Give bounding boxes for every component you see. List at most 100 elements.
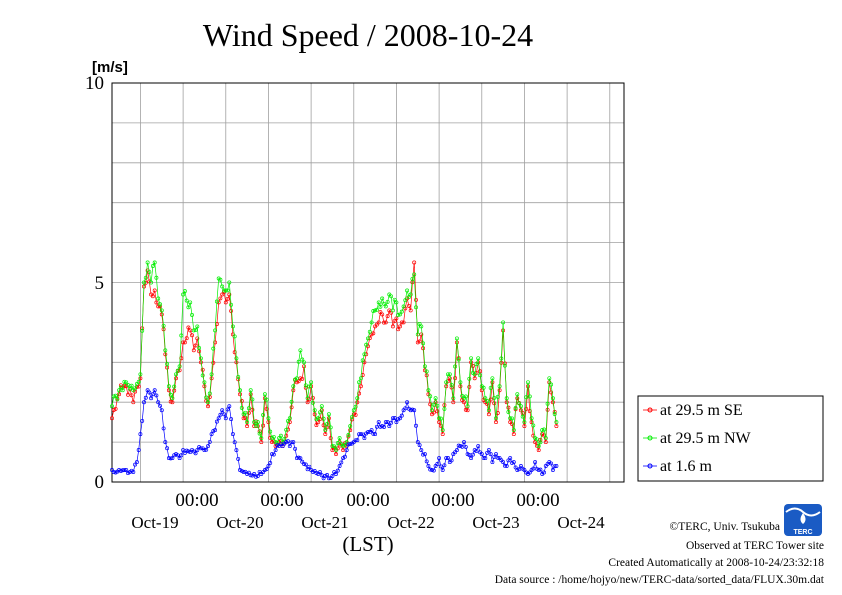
data-point xyxy=(476,444,481,449)
data-point xyxy=(492,395,497,400)
data-point xyxy=(531,423,536,428)
data-point xyxy=(316,416,321,421)
data-point xyxy=(113,393,118,398)
data-point xyxy=(479,452,484,457)
data-point xyxy=(538,467,543,472)
data-point xyxy=(371,309,376,313)
data-point xyxy=(248,473,253,478)
data-point xyxy=(549,390,554,395)
data-point xyxy=(348,424,353,429)
data-point xyxy=(442,463,447,468)
data-point xyxy=(510,460,514,465)
data-point xyxy=(529,416,534,421)
data-point xyxy=(383,420,388,425)
data-point xyxy=(270,452,274,457)
data-point xyxy=(435,462,440,466)
series-2 xyxy=(110,388,559,481)
y-axis-unit: [m/s] xyxy=(92,59,128,76)
grid-lines xyxy=(112,83,624,482)
data-point xyxy=(529,420,534,425)
data-point xyxy=(136,384,141,389)
data-point xyxy=(110,404,114,409)
data-point xyxy=(435,403,440,408)
data-point xyxy=(399,309,404,314)
data-point xyxy=(286,439,290,444)
data-point xyxy=(398,324,402,329)
data-point xyxy=(195,336,200,341)
data-point xyxy=(138,376,143,381)
data-point xyxy=(382,301,386,306)
data-point xyxy=(239,405,244,410)
data-point xyxy=(369,428,374,433)
data-point xyxy=(296,455,301,460)
data-point xyxy=(419,448,424,453)
data-point xyxy=(453,364,458,369)
data-point xyxy=(513,465,518,470)
data-point xyxy=(126,392,130,397)
data-point xyxy=(186,305,191,310)
data-point xyxy=(312,412,317,417)
data-point xyxy=(353,412,358,417)
data-point xyxy=(122,383,127,388)
data-point xyxy=(460,444,465,449)
terc-logo: TERC xyxy=(784,504,822,536)
data-point xyxy=(334,452,338,457)
data-point xyxy=(433,396,438,401)
data-point xyxy=(456,443,461,448)
data-point xyxy=(161,323,166,328)
data-point xyxy=(522,424,527,429)
data-point xyxy=(156,400,161,405)
data-point xyxy=(481,455,486,460)
data-point xyxy=(296,359,301,364)
data-point xyxy=(410,407,415,412)
data-point xyxy=(490,376,495,381)
data-point xyxy=(405,288,410,293)
data-point xyxy=(138,372,143,377)
data-point xyxy=(435,409,440,414)
data-point xyxy=(488,397,493,402)
data-point xyxy=(382,425,386,429)
data-point xyxy=(133,462,138,467)
data-point xyxy=(394,300,399,305)
data-point xyxy=(511,432,516,437)
data-point xyxy=(462,440,466,445)
data-point xyxy=(270,440,274,445)
data-point xyxy=(134,460,139,465)
data-point xyxy=(350,414,354,419)
data-point xyxy=(392,416,397,420)
data-point xyxy=(406,303,411,308)
data-point xyxy=(257,431,262,436)
data-point xyxy=(259,440,264,445)
data-point xyxy=(170,396,175,401)
data-point xyxy=(405,400,410,405)
data-point xyxy=(355,438,360,443)
data-point xyxy=(136,379,141,384)
data-point xyxy=(518,464,523,468)
data-point xyxy=(543,440,548,445)
data-point xyxy=(211,360,216,365)
data-point xyxy=(302,360,306,365)
data-point xyxy=(325,422,330,426)
data-point xyxy=(150,264,155,268)
data-point xyxy=(401,304,406,309)
y-tick-10: 10 xyxy=(85,73,104,94)
legend-marker-1-6m xyxy=(647,463,653,469)
data-point xyxy=(140,328,145,333)
data-point xyxy=(181,448,186,453)
data-point xyxy=(376,320,381,325)
data-point xyxy=(220,408,225,413)
data-point xyxy=(218,277,223,282)
data-point xyxy=(469,456,474,461)
data-point xyxy=(415,440,420,445)
data-point xyxy=(524,395,529,400)
data-point xyxy=(319,404,324,409)
data-point xyxy=(534,437,539,442)
data-point xyxy=(380,312,385,317)
data-point xyxy=(245,420,250,425)
data-point xyxy=(161,426,166,431)
data-point xyxy=(227,280,232,285)
footer-source: Data source : /home/hojyo/new/TERC-data/… xyxy=(495,574,825,586)
data-point xyxy=(366,430,370,435)
data-point xyxy=(209,432,214,437)
data-point xyxy=(197,346,202,350)
